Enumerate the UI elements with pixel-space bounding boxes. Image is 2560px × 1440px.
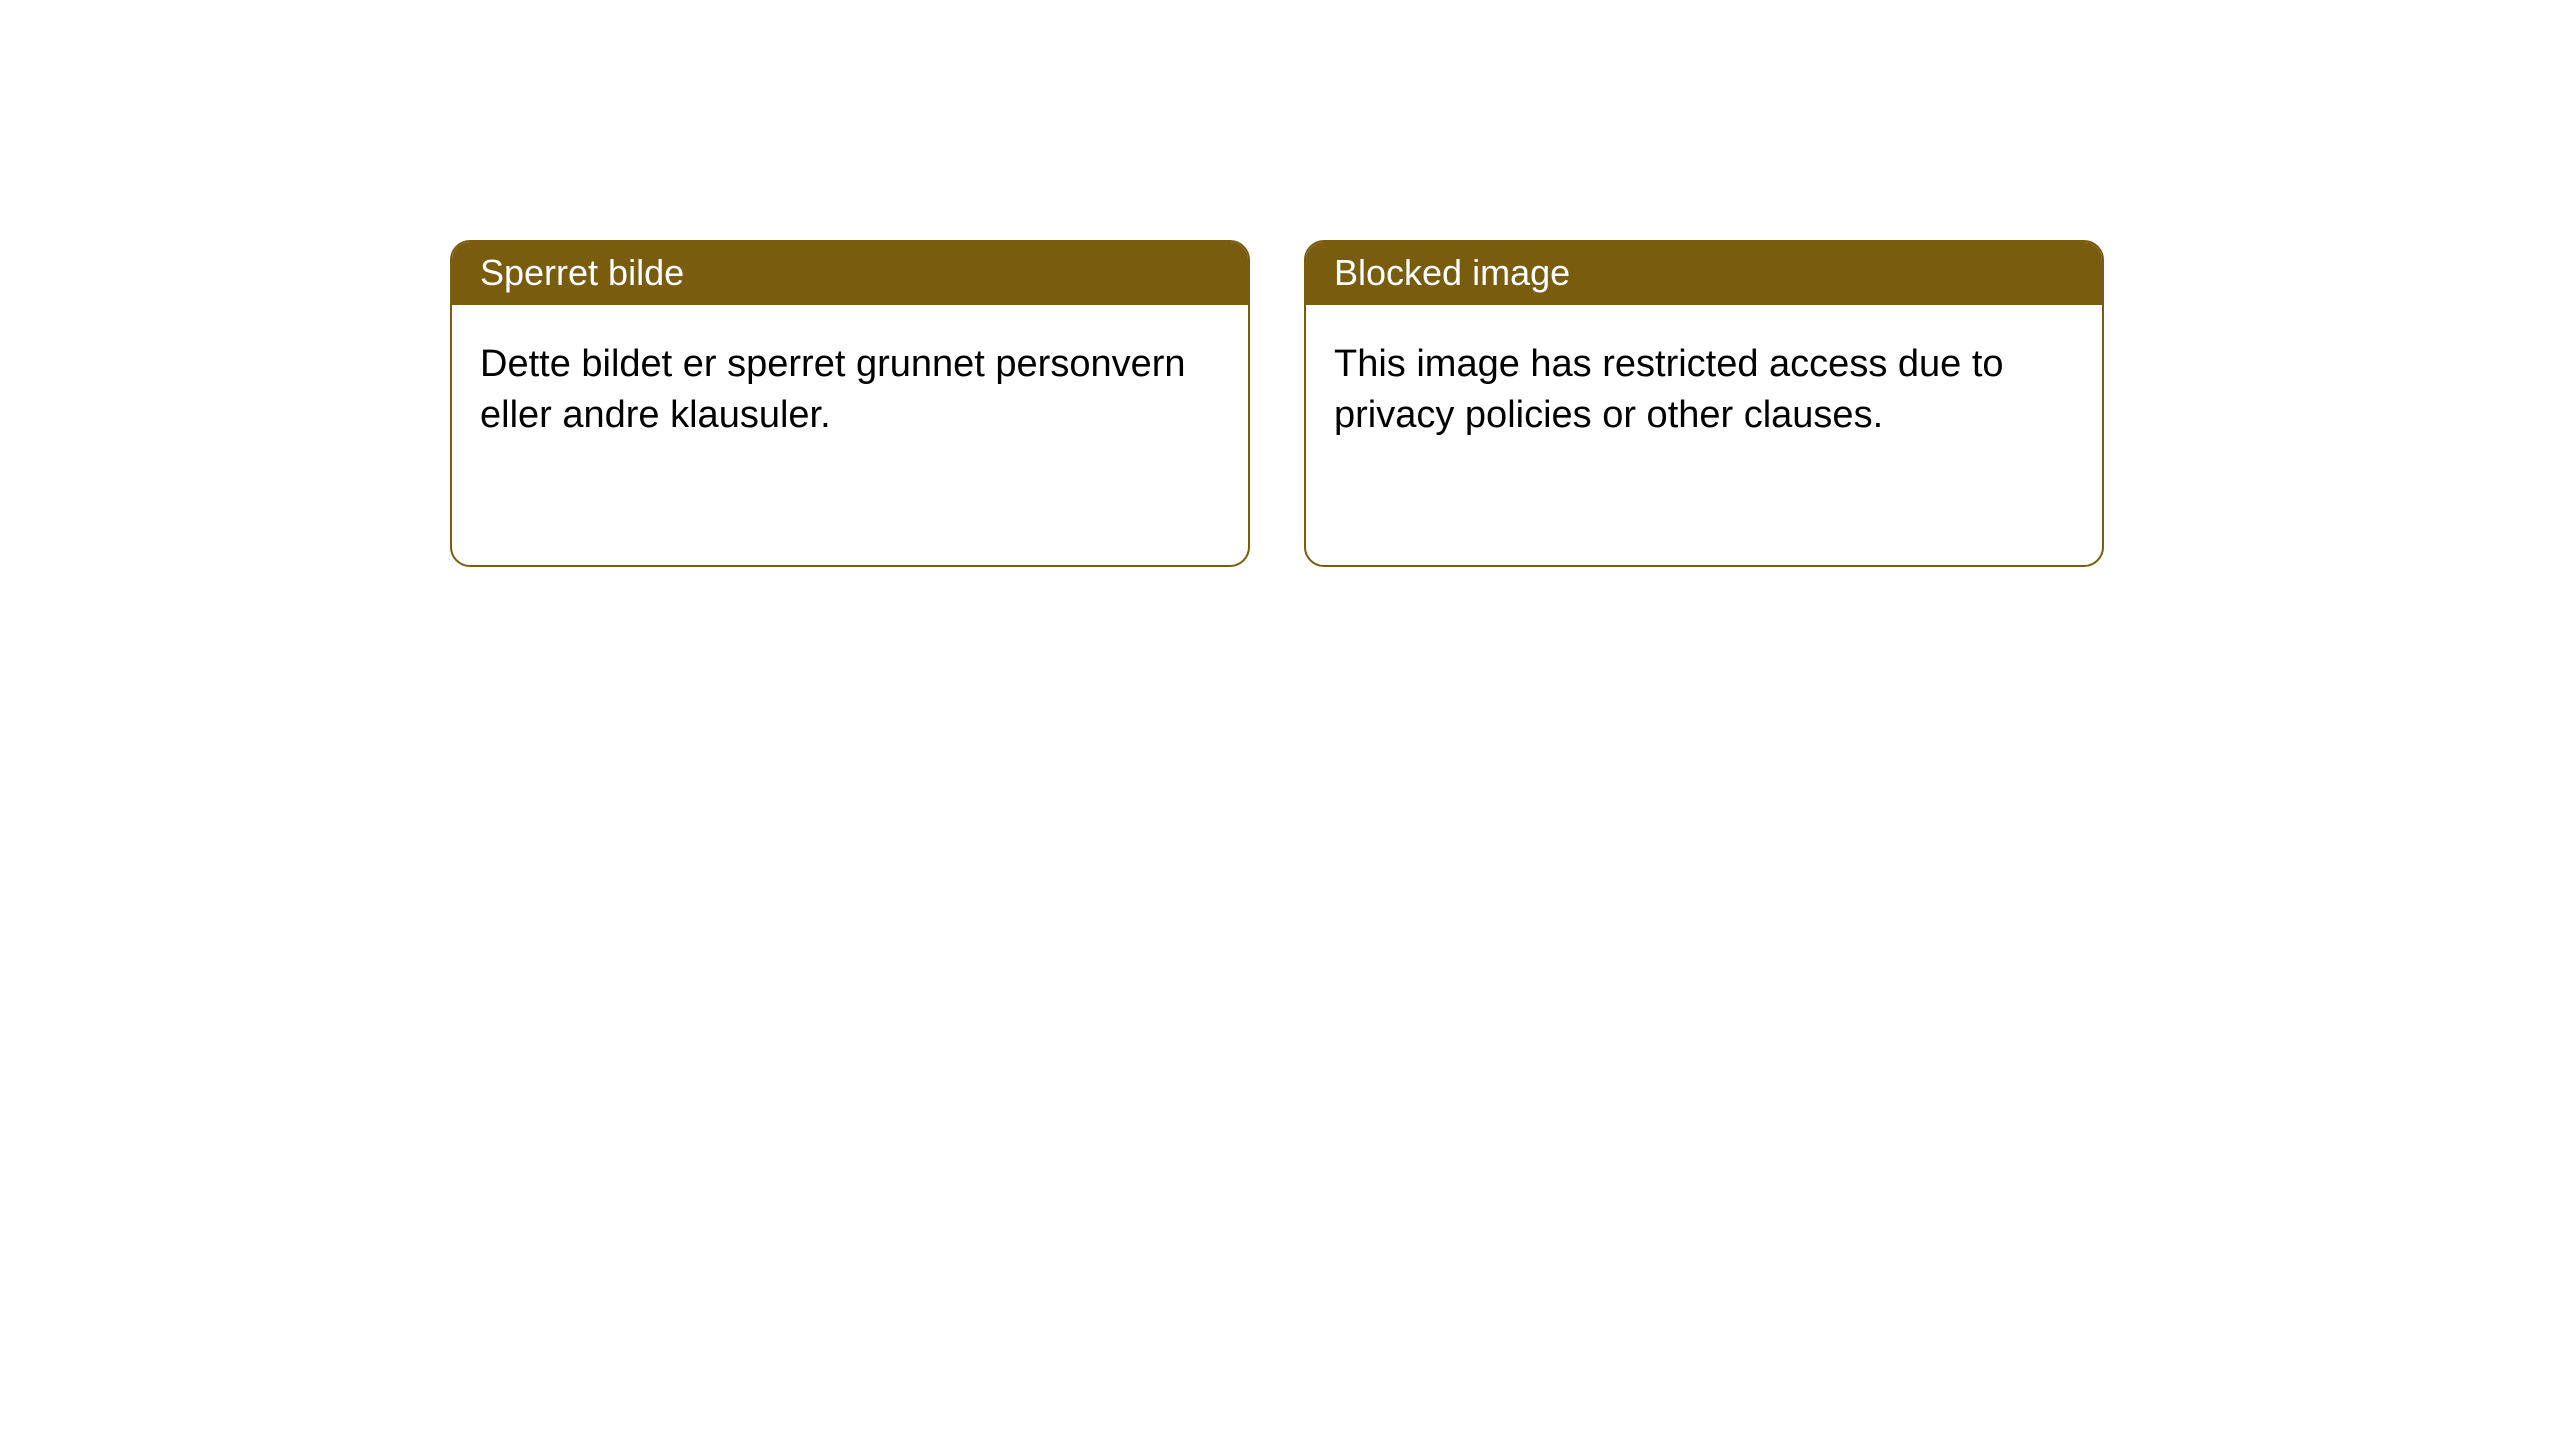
card-title-label: Sperret bilde xyxy=(480,252,684,293)
card-body: Dette bildet er sperret grunnet personve… xyxy=(452,305,1248,565)
card-header: Sperret bilde xyxy=(452,242,1248,305)
card-body-text: This image has restricted access due to … xyxy=(1334,343,2004,436)
notice-card-norwegian: Sperret bilde Dette bildet er sperret gr… xyxy=(450,240,1250,567)
notice-cards-container: Sperret bilde Dette bildet er sperret gr… xyxy=(0,0,2560,567)
card-body-text: Dette bildet er sperret grunnet personve… xyxy=(480,343,1186,436)
card-body: This image has restricted access due to … xyxy=(1306,305,2102,565)
card-header: Blocked image xyxy=(1306,242,2102,305)
notice-card-english: Blocked image This image has restricted … xyxy=(1304,240,2104,567)
card-title-label: Blocked image xyxy=(1334,252,1570,293)
